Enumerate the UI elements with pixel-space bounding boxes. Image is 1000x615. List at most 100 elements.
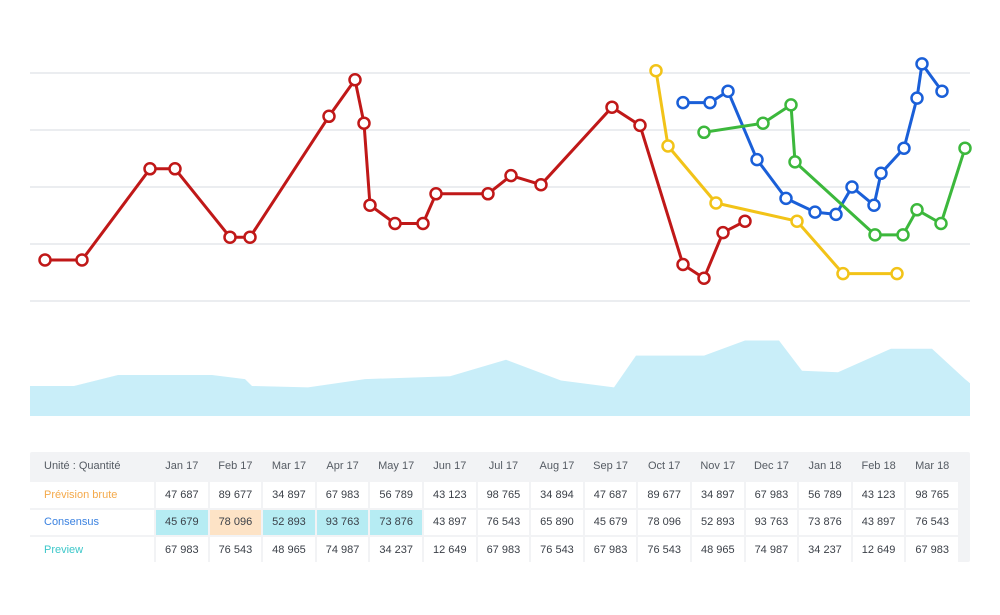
series-line [43,78,747,280]
column-header: Dec 17 [753,459,789,472]
table-cell: 48 965 [263,537,315,563]
column-header: Apr 17 [326,459,359,472]
table-unit-label: Unité : Quantité [44,459,121,472]
data-point [633,118,647,133]
data-point [867,198,881,212]
chart-series [38,57,972,285]
table-cell: 43 897 [424,509,476,535]
data-point [829,207,843,222]
table-cell: 67 983 [316,482,369,508]
table-cell: 45 679 [584,509,637,535]
data-point [504,168,518,183]
series-line [654,69,899,276]
data-point [168,162,182,176]
column-header: Mar 18 [915,459,950,472]
table-cell: 45 679 [156,509,208,535]
data-point [534,177,548,192]
data-point [676,95,690,110]
data-point [676,257,690,272]
data-point [223,230,237,244]
data-point [790,214,804,228]
data-table: Unité : Quantité Jan 17 Feb 17 Mar 17 Apr 1… [30,452,970,563]
table-cell: 43 123 [852,482,905,508]
table-cell: 65 890 [531,509,583,535]
table-cell: 34 897 [692,482,744,508]
data-point [750,152,764,167]
data-point [890,266,904,281]
data-point [481,187,495,201]
table-cell: 76 543 [209,537,262,563]
column-header: Jan 18 [808,459,842,472]
table-cell: 67 983 [584,537,637,563]
line-chart [30,57,972,416]
table-cell: 43 123 [424,482,476,508]
volume-area [30,340,970,416]
table-cell: 52 893 [692,509,744,535]
table-cell: 48 965 [692,537,744,563]
data-point [649,63,663,78]
table-cell: 47 687 [584,482,637,508]
data-point [784,98,798,112]
column-header: Jul 17 [488,459,519,472]
table-cell: 73 876 [370,509,422,535]
data-point [896,228,910,242]
column-header: Jan 17 [165,459,199,472]
data-point [910,203,924,217]
data-point [868,228,882,242]
table-cell: 98 765 [477,482,530,508]
data-point [845,180,859,194]
data-point [388,216,402,231]
table-cell: 34 897 [263,482,315,508]
table-cell: 74 987 [745,537,798,563]
series-forecast-1 [649,63,904,281]
column-header: Feb 18 [861,459,896,472]
data-point [243,230,257,244]
table-cell: 76 543 [638,537,690,563]
table-cell: 98 765 [906,482,958,508]
data-point [697,125,711,140]
data-point [357,116,371,130]
data-point [808,205,822,219]
data-point [429,187,443,201]
data-point [605,100,619,114]
table-cell: 34 237 [370,537,422,563]
table-cell: 74 987 [316,537,369,563]
data-point [709,196,723,210]
table-cell: 89 677 [209,482,262,508]
data-point [874,166,888,181]
data-point [416,216,430,231]
table-cell: 47 687 [156,482,208,508]
row-label: Prévision brute [30,482,154,508]
data-point [738,214,752,228]
table-cell: 34 237 [799,537,851,563]
table-cell: 67 983 [906,537,958,563]
column-header: Feb 17 [218,459,253,472]
data-point [836,266,850,281]
chart-grid [30,72,970,302]
data-point [910,91,924,105]
column-header: Sep 17 [593,459,629,472]
series-forecast-3 [697,98,972,242]
data-point [958,141,972,155]
data-point [322,109,336,124]
table-cell: 67 983 [477,537,530,563]
data-point [363,198,377,212]
row-label: Consensus [30,509,154,535]
table-cell: 52 893 [263,509,315,535]
data-point [779,191,793,206]
table-cell: 76 543 [477,509,530,535]
data-point [756,116,770,130]
table-cell: 78 096 [638,509,690,535]
series-line [681,62,944,216]
data-point [915,57,929,71]
data-point [661,139,675,153]
column-header: Aug 17 [539,459,575,472]
table-cell: 89 677 [638,482,690,508]
data-point [716,225,730,240]
volume-area-shape [30,340,970,416]
column-header: Jun 17 [433,459,467,472]
column-header: Nov 17 [700,459,736,472]
table-cell: 56 789 [799,482,851,508]
table-cell: 43 897 [852,509,905,535]
table-cell: 93 763 [745,509,798,535]
